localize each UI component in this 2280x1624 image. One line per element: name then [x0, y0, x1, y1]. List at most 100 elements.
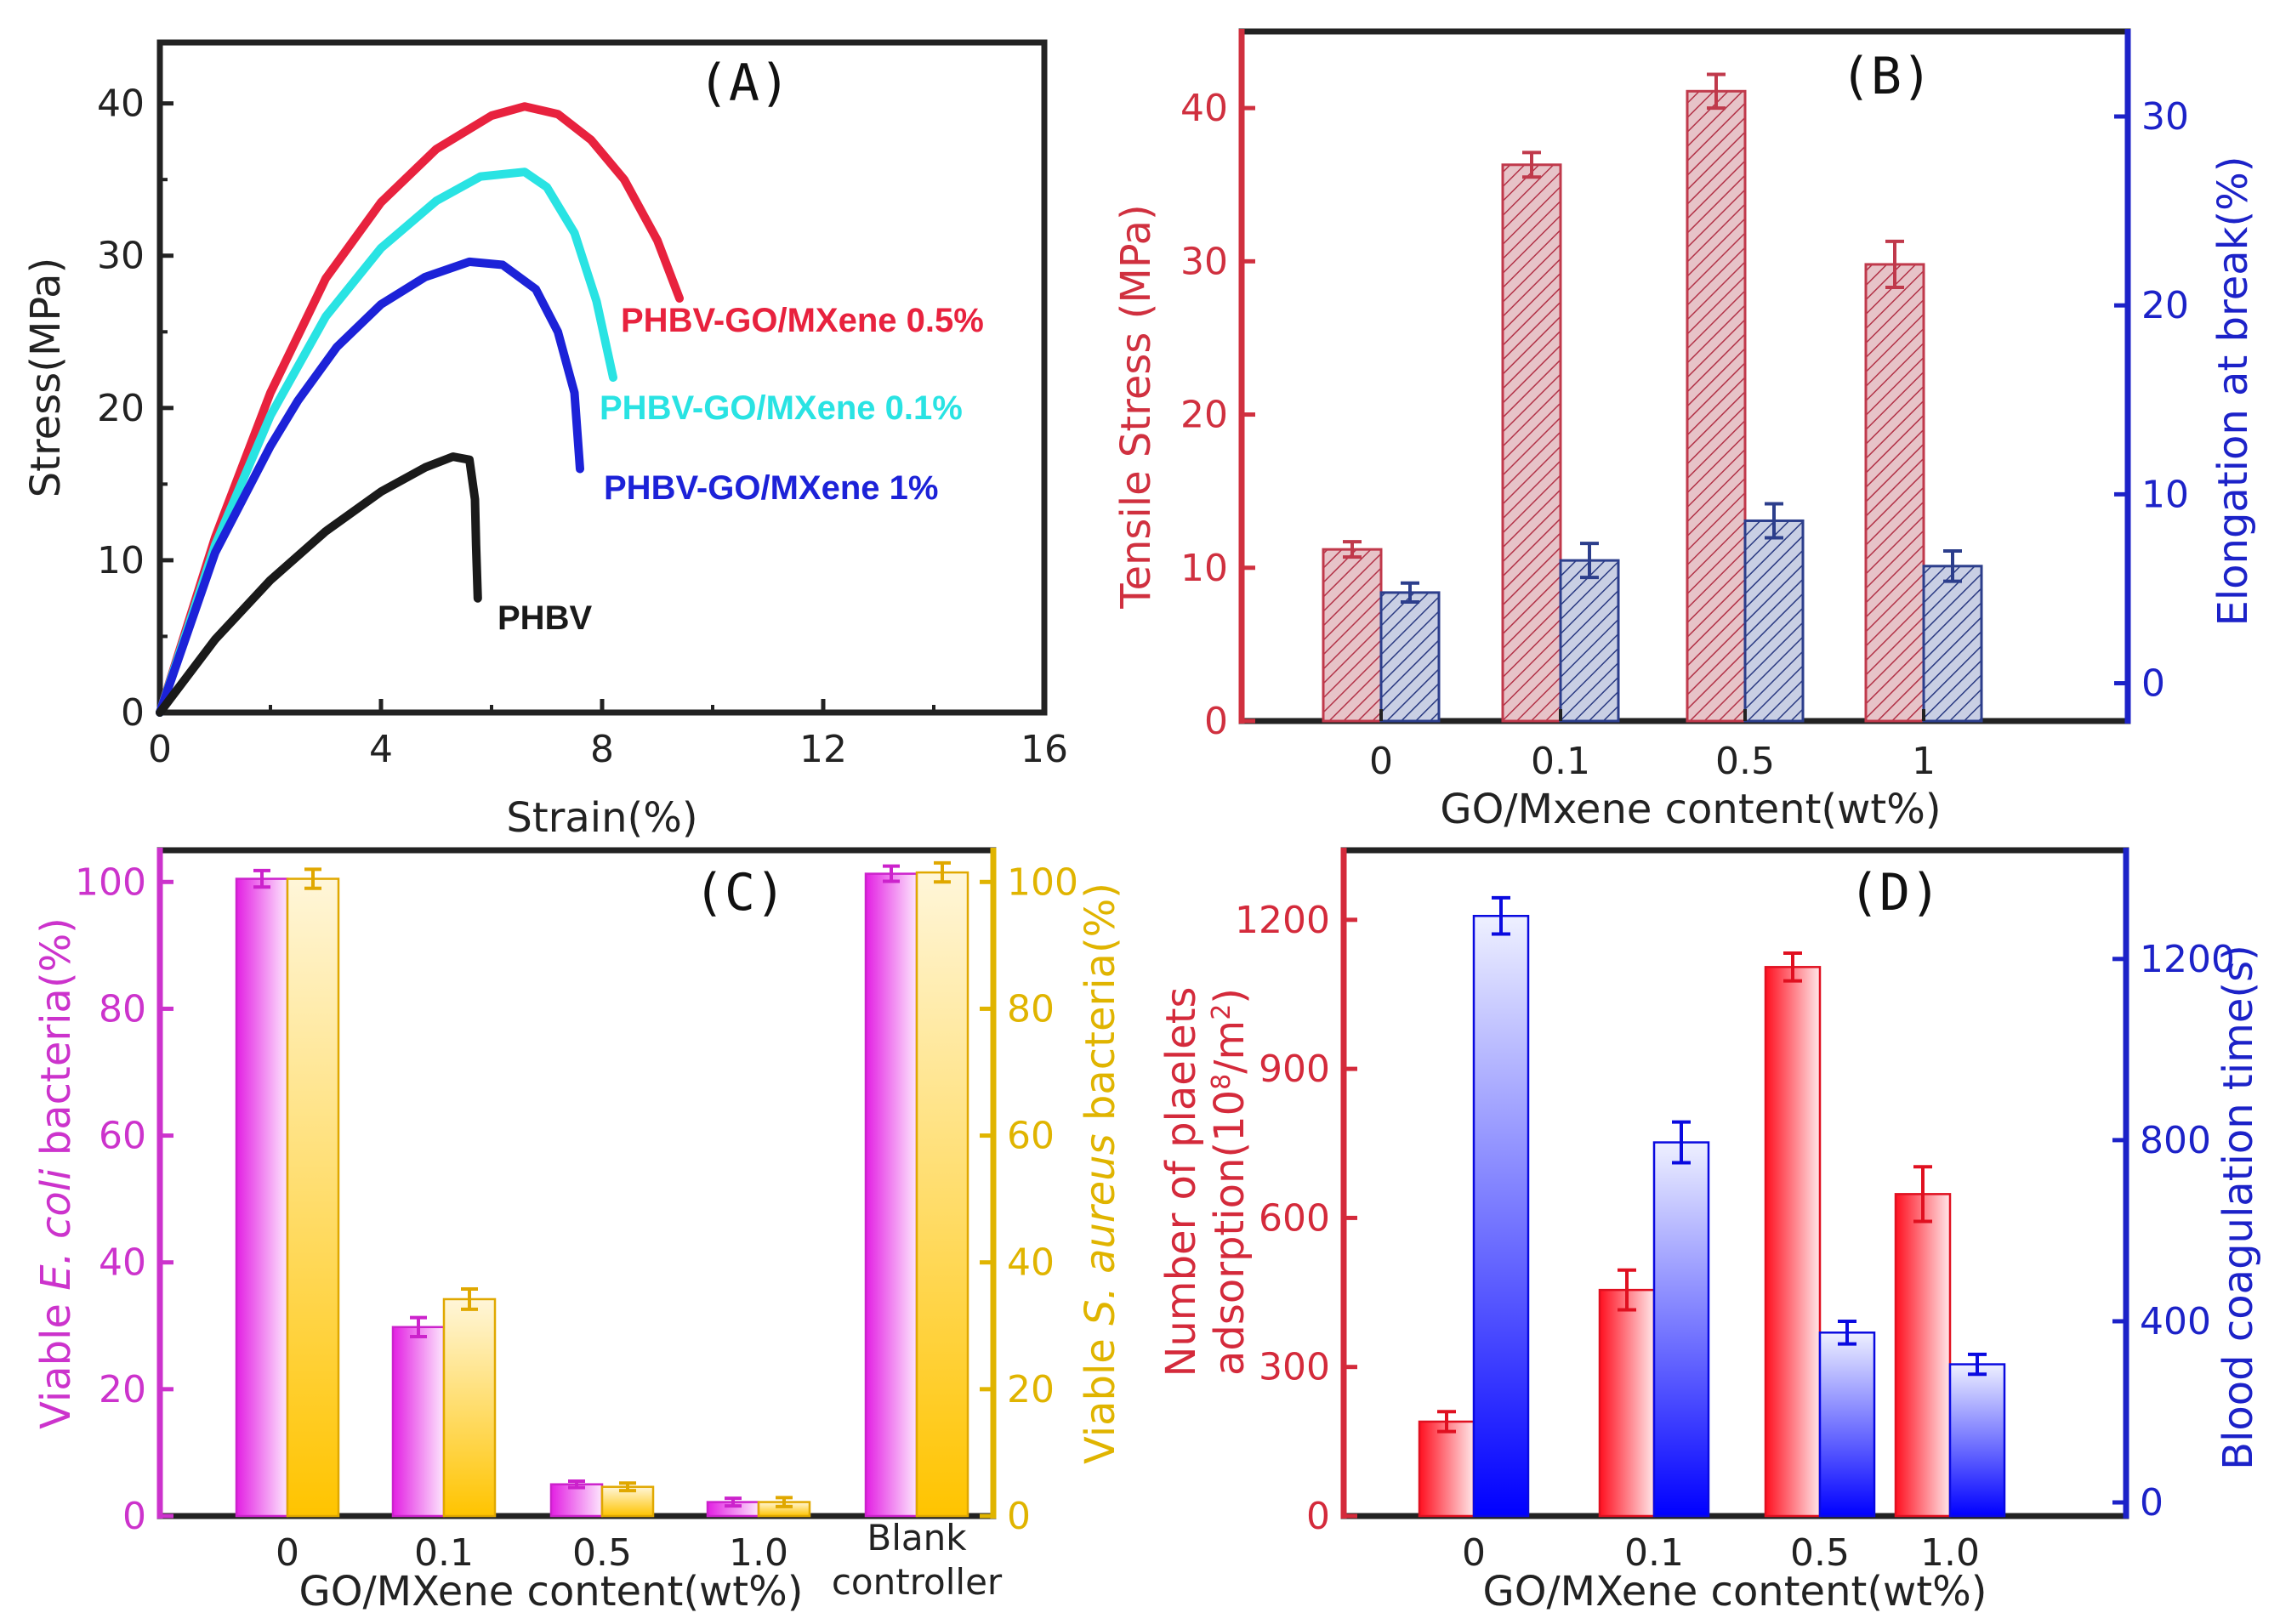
bar-number-of-plaelets-adsorption [1764, 966, 1822, 1518]
panel-label: (C) [694, 863, 786, 923]
x-tick-label: 0.5 [1715, 740, 1775, 783]
y2-tick-label: 40 [1007, 1241, 1055, 1285]
bar-s-aureus [915, 871, 969, 1518]
axis-label: Tensile Stress (MPa) [1112, 204, 1160, 609]
label-part: bacteria(%) [1077, 883, 1124, 1133]
y-tick-label: 20 [1180, 394, 1228, 437]
label-part: adsorption(10 [1206, 1090, 1254, 1376]
x-tick-label: 1.0 [1920, 1531, 1980, 1575]
bar-e-coli [235, 877, 289, 1518]
y2-tick-label: 0 [2140, 1481, 2163, 1525]
bar-tensile-stress [1322, 548, 1383, 723]
y-tick-label: 900 [1259, 1048, 1330, 1091]
axis-label: Elongation at break(%) [2209, 156, 2257, 627]
y-tick-label: 300 [1259, 1346, 1330, 1389]
x-axis-label: Strain(%) [506, 794, 697, 842]
bar-e-coli [864, 872, 918, 1518]
y2-tick-label: 80 [1007, 987, 1055, 1031]
panel-label: (A) [698, 54, 790, 113]
y-tick-label: 600 [1259, 1196, 1330, 1240]
bar-tensile-stress [1686, 89, 1747, 723]
bar-elongation-at-break [1743, 519, 1805, 723]
label-part: Viable [32, 1291, 80, 1429]
y2-tick-label: 30 [2141, 95, 2189, 139]
axis-label: Number of plaelets [1157, 986, 1205, 1377]
label-part: S. aureus [1077, 1133, 1124, 1326]
panel-label: (B) [1840, 47, 1932, 106]
bar-e-coli [391, 1326, 446, 1518]
y-tick-label: 30 [97, 235, 145, 278]
y-tick-label: 80 [99, 987, 146, 1031]
x-tick-label: Blank controller [832, 1517, 1003, 1603]
label-part: Viable [1077, 1326, 1124, 1464]
y-tick-label: 40 [1180, 87, 1228, 130]
curve-label: PHBV-GO/MXene 1% [604, 469, 938, 507]
y2-tick-label: 20 [2141, 284, 2189, 327]
y2-tick-label: 400 [2140, 1300, 2211, 1343]
x-tick-label: 0 [276, 1531, 299, 1575]
panel-label: (D) [1849, 863, 1941, 923]
x-tick-label: 0 [148, 728, 172, 771]
axis-label: Viable E. coli bacteria(%) [32, 917, 80, 1429]
bar-s-aureus [286, 877, 340, 1518]
y-tick-label: 60 [99, 1115, 146, 1158]
y-tick-label: 40 [99, 1241, 146, 1285]
axis-label: Blood coagulation time(s) [2215, 945, 2262, 1470]
bar-tensile-stress [1501, 163, 1562, 723]
x-axis-label: GO/Mxene content(wt%) [1440, 786, 1941, 833]
x-tick-label: 4 [369, 728, 393, 771]
bar-blood-coagulation-time [1818, 1332, 1876, 1518]
bar-number-of-plaelets-adsorption [1598, 1288, 1656, 1518]
y-tick-label: 100 [75, 860, 146, 904]
y-tick-label: 20 [99, 1368, 146, 1411]
axis-label: Viable S. aureus bacteria(%) [1077, 883, 1124, 1464]
y-tick-label: 10 [97, 539, 145, 582]
y-tick-label: 0 [121, 691, 145, 735]
panel-c: 0 0.1 0.5 1.0 Blank controller020406080100020… [32, 847, 1124, 1615]
series-line-2 [156, 168, 617, 717]
x-tick-label: 0.5 [572, 1531, 632, 1575]
plot-frame [1340, 847, 2129, 1519]
bar-number-of-plaelets-adsorption [1418, 1420, 1475, 1518]
y-tick-label: 40 [97, 82, 145, 126]
bar-blood-coagulation-time [1472, 914, 1530, 1518]
y-tick-label: 30 [1180, 240, 1228, 283]
bar-tensile-stress [1864, 263, 1925, 723]
bar-s-aureus [442, 1297, 497, 1518]
y-tick-label: 0 [1306, 1495, 1330, 1538]
label-part: ) [1206, 988, 1254, 1004]
axis-label: Stress(MPa) [22, 258, 70, 498]
label-part: 8 [1207, 1074, 1237, 1090]
y2-tick-label: 20 [1007, 1368, 1055, 1411]
series-line-3 [156, 257, 584, 717]
x-tick-label: 16 [1021, 728, 1068, 771]
x-tick-label: 1.0 [729, 1531, 788, 1575]
x-tick-label: 0.5 [1790, 1531, 1850, 1575]
y-tick-label: 20 [97, 387, 145, 430]
y2-tick-label: 60 [1007, 1115, 1055, 1158]
x-axis-label: GO/MXene content(wt%) [299, 1568, 804, 1615]
x-tick-label: 0 [1369, 740, 1393, 783]
y-tick-label: 0 [1204, 700, 1228, 743]
bar-elongation-at-break [1379, 591, 1441, 723]
y2-tick-label: 800 [2140, 1119, 2211, 1162]
series-line-4 [156, 452, 482, 717]
bar-number-of-plaelets-adsorption [1894, 1193, 1952, 1518]
x-tick-label: 8 [590, 728, 614, 771]
x-tick-label: 12 [799, 728, 847, 771]
label-part: bacteria(%) [32, 917, 80, 1168]
y2-tick-label: 0 [1007, 1495, 1031, 1538]
x-tick-label: 0 [1462, 1531, 1486, 1575]
y-tick-label: 10 [1180, 547, 1228, 590]
y-tick-label: 0 [122, 1495, 146, 1538]
y2-tick-label: 100 [1007, 860, 1078, 904]
x-axis-label: GO/MXene content(wt%) [1483, 1568, 1987, 1615]
x-tick-label-line: controller [832, 1561, 1003, 1603]
bar-blood-coagulation-time [1948, 1363, 2006, 1518]
series-line-1 [156, 102, 684, 717]
curve-label: PHBV-GO/MXene 0.1% [600, 389, 963, 427]
bar-blood-coagulation-time [1652, 1141, 1710, 1518]
panel-a: 0 4 8 12 16 0 10 20 30 40 PHBV-GO/MXene 0.5% PHBV-G… [22, 39, 1068, 842]
bar-elongation-at-break [1922, 565, 1983, 723]
